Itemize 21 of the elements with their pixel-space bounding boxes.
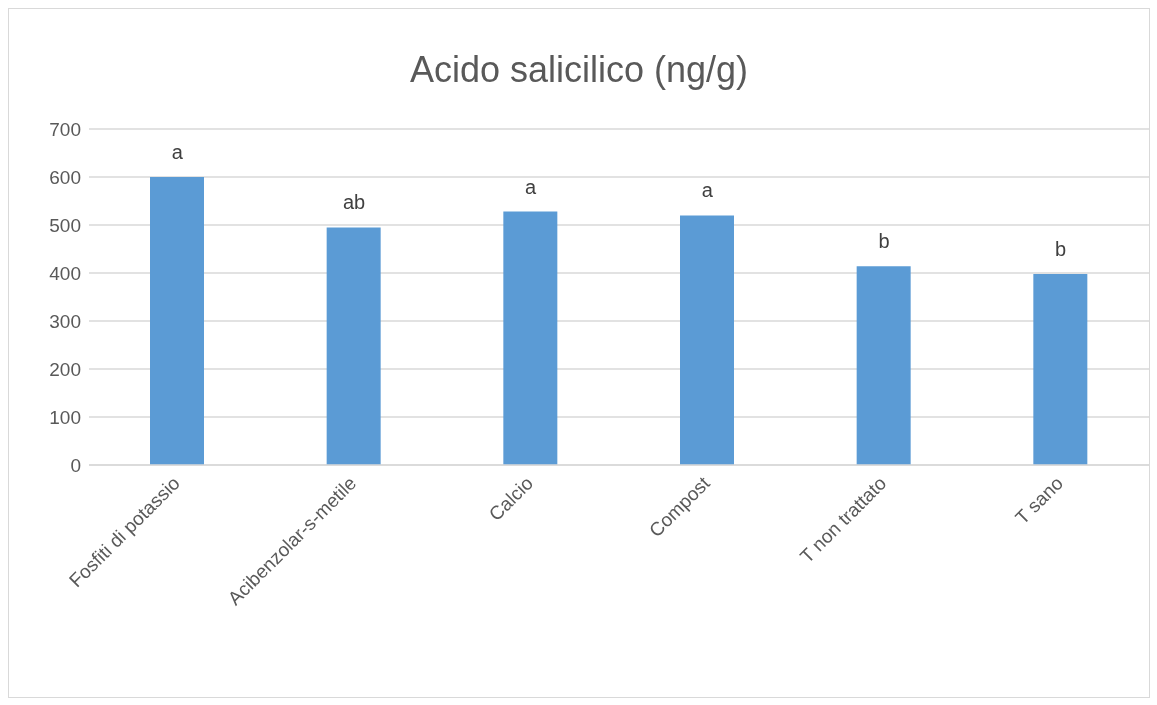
bar	[326, 227, 381, 465]
y-tick-label: 300	[49, 310, 81, 332]
annotation: ab	[342, 191, 366, 214]
annotation: a	[525, 175, 538, 198]
y-tick-label: 600	[49, 166, 81, 188]
y-tick-label: 400	[49, 262, 81, 284]
y-tick-label: 500	[49, 214, 81, 236]
bar	[150, 177, 204, 465]
bar	[503, 211, 558, 465]
bar	[856, 266, 911, 465]
y-tick-label: 700	[49, 118, 81, 140]
chart-title: Acido salicilico (ng/g)	[408, 48, 750, 92]
y-tick-label: 100	[49, 406, 81, 428]
bar	[680, 215, 734, 465]
annotation: a	[701, 179, 714, 202]
annotation: a	[171, 141, 184, 163]
y-tick-label: 200	[49, 358, 81, 380]
y-tick-label: 0	[70, 454, 81, 476]
bar	[1033, 273, 1088, 465]
annotation: b	[1055, 237, 1067, 260]
annotation: b	[878, 230, 890, 253]
